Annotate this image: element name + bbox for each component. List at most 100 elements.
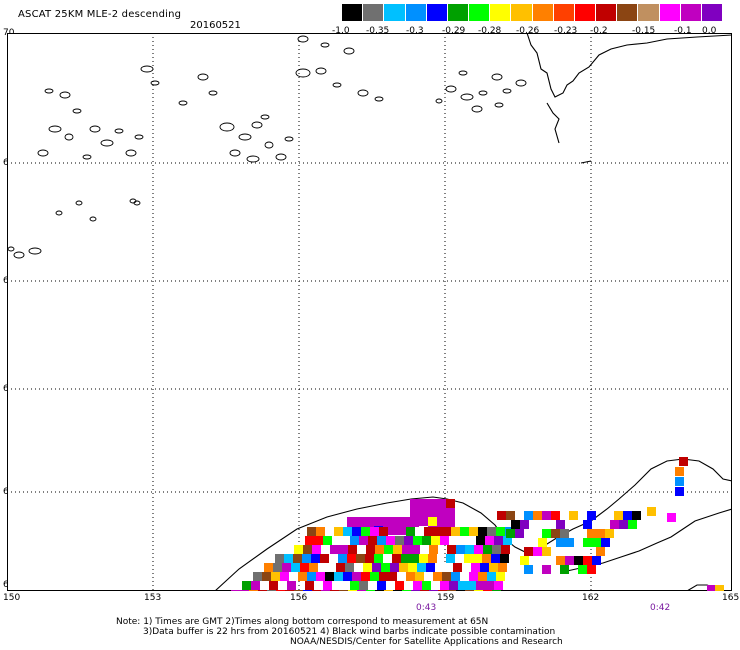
data-pixel [370,572,379,581]
data-pixel [393,545,402,554]
data-pixel [451,572,460,581]
data-pixel [619,538,628,547]
data-pixel [469,527,478,536]
data-pixel [476,581,485,590]
data-pixel [587,511,596,520]
data-pixel [437,517,446,526]
data-pixel [474,590,483,591]
legend-label: -0.3 [406,26,424,36]
legend-swatch [405,4,427,21]
data-pixel [524,565,533,574]
data-pixel [494,581,503,590]
data-pixel [271,572,280,581]
data-pixel [446,554,455,563]
data-pixel [637,520,646,529]
data-pixel [492,590,501,591]
data-pixel [312,545,321,554]
data-pixel [413,581,422,590]
data-pixel [410,517,419,526]
data-pixel [707,585,716,591]
data-pixel [487,572,496,581]
data-pixel [251,581,260,590]
data-pixel [632,511,641,520]
data-pixel [533,547,542,556]
data-pixel [565,538,574,547]
data-pixel [446,508,455,517]
data-pixel [289,572,298,581]
legend-swatch [680,4,702,21]
footnotes: Note: 1) Times are GMT 2)Times along bot… [116,617,563,647]
data-pixel [422,581,431,590]
chart-title: ASCAT 25KM MLE-2 descending [18,9,182,20]
data-pixel [419,554,428,563]
legend-label: -0.26 [516,26,540,36]
data-pixel [435,563,444,572]
data-pixel [275,554,284,563]
data-pixel [422,536,431,545]
data-pixel [285,590,294,591]
data-pixel [578,565,587,574]
data-pixel [623,529,632,538]
data-pixel [556,556,565,565]
data-pixel [386,536,395,545]
data-pixel [388,572,397,581]
data-pixel [330,590,339,591]
data-pixel [429,590,438,591]
data-pixel [437,508,446,517]
data-pixel [348,590,357,591]
data-pixel [465,590,474,591]
legend-swatch [384,4,406,21]
data-pixel [282,563,291,572]
data-pixel [679,457,688,466]
data-pixel [284,554,293,563]
data-pixel [363,563,372,572]
data-pixel [442,527,451,536]
data-pixel [406,572,415,581]
data-pixel [341,581,350,590]
data-pixel [411,545,420,554]
data-pixel [311,554,320,563]
legend-swatch [596,4,618,21]
data-pixel [667,513,676,522]
data-pixel [287,581,296,590]
data-pixel [440,536,449,545]
data-pixel [574,556,583,565]
data-pixel [417,563,426,572]
data-pixel [415,527,424,536]
data-pixel [410,554,419,563]
data-pixel [406,527,415,536]
data-pixel [587,565,596,574]
data-pixel [453,563,462,572]
data-pixel [437,499,446,508]
data-pixel [428,517,437,526]
data-pixel [365,517,374,526]
data-pixel [542,511,551,520]
data-pixel [433,572,442,581]
data-pixel [449,581,458,590]
coastline-north [526,33,732,164]
data-pixel [298,572,307,581]
lon-label-165: 165 [722,593,740,603]
data-pixel [305,536,314,545]
data-pixel [442,572,451,581]
map-panel [7,33,732,591]
data-pixel [402,545,411,554]
data-pixel [419,499,428,508]
legend-swatch [617,4,639,21]
data-pixel [483,590,492,591]
data-pixel [392,554,401,563]
data-pixel [392,517,401,526]
data-pixel [426,563,435,572]
legend-label: -0.28 [478,26,502,36]
data-pixel [628,520,637,529]
data-pixel [560,529,569,538]
data-pixel [401,526,410,535]
data-pixel [560,565,569,574]
data-pixel [370,527,379,536]
note-line-3: NOAA/NESDIS/Center for Satellite Applica… [290,637,563,647]
legend-swatch [469,4,491,21]
data-pixel [542,529,551,538]
legend-label: 0.0 [702,26,717,36]
legend-swatch [342,4,364,21]
data-pixel [321,590,330,591]
